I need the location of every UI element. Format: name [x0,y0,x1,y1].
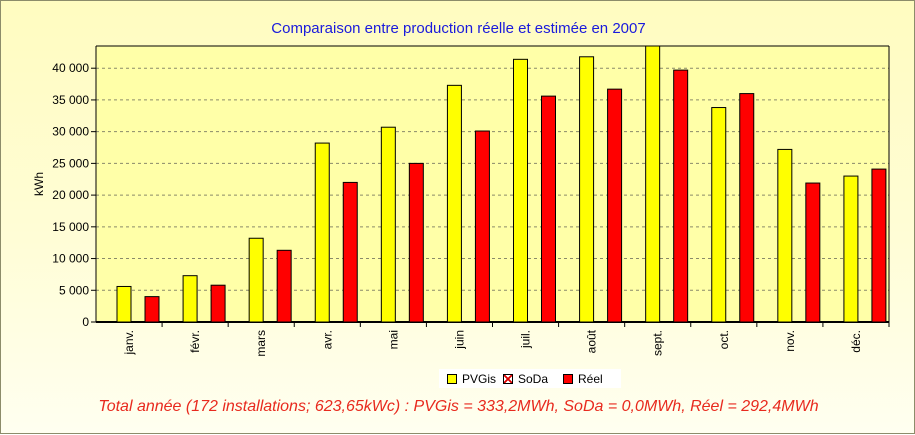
x-tick-label: janv. [122,330,136,355]
y-tick-label: 25 000 [52,156,89,170]
x-tick-label: juil. [519,330,533,349]
bar-pvgis [116,285,132,323]
x-tick-label: oct. [717,330,731,349]
bar-reel [474,130,490,323]
bar-reel [607,88,623,323]
y-tick-label: 30 000 [52,125,89,139]
bar-pvgis [579,56,595,323]
x-tick-label: nov. [783,330,797,352]
x-tick-label: août [585,329,599,353]
bar-pvgis [380,126,396,323]
legend: PVGis SoDa Réel [439,369,621,388]
y-tick-label: 20 000 [52,188,89,202]
y-tick-label: 0 [82,315,89,329]
x-tick-label: juin [452,330,466,350]
bar-pvgis [446,84,462,323]
bar-reel [342,181,358,323]
bar-reel [739,93,755,323]
legend-item-soda: SoDa [503,371,548,386]
bar-pvgis [843,175,859,323]
bar-reel [541,95,556,323]
bar-pvgis [645,45,661,323]
y-tick-label: 10 000 [52,252,89,266]
y-axis-label: kWh [32,172,46,196]
legend-swatch-soda [503,373,513,384]
bar-pvgis [248,237,264,323]
x-tick-label: mars [254,330,268,357]
x-tick-label: mai [386,330,400,349]
bar-pvgis [182,275,198,323]
bar-reel [144,296,160,323]
bar-reel [871,168,887,323]
legend-label-soda: SoDa [518,371,549,386]
legend-item-reel: Réel [563,371,603,386]
bar-reel [408,162,424,323]
bar-reel [805,182,821,323]
x-tick-label: déc. [849,330,863,353]
y-tick-label: 35 000 [52,93,89,107]
legend-swatch-reel [563,373,573,384]
x-tick-label: avr. [320,330,334,349]
annual-total-annotation: Total année (172 installations; 623,65kW… [98,398,819,415]
legend-swatch-pvgis [447,373,457,384]
bar-pvgis [513,58,528,323]
bar-reel [276,249,292,323]
legend-label-pvgis: PVGis [462,371,497,386]
bar-reel [673,69,689,323]
x-tick-label: sept. [651,330,665,356]
chart-title: Comparaison entre production réelle et e… [271,20,646,37]
bar-reel [210,284,226,323]
x-tick-label: févr. [188,330,202,353]
y-tick-label: 5 000 [59,283,89,297]
y-tick-label: 15 000 [52,220,89,234]
legend-label-reel: Réel [578,371,603,386]
bar-pvgis [777,148,793,323]
plot-area [96,46,889,322]
y-tick-label: 40 000 [52,61,89,75]
bar-pvgis [314,142,330,323]
bar-pvgis [711,107,727,323]
legend-item-pvgis: PVGis [447,371,496,386]
